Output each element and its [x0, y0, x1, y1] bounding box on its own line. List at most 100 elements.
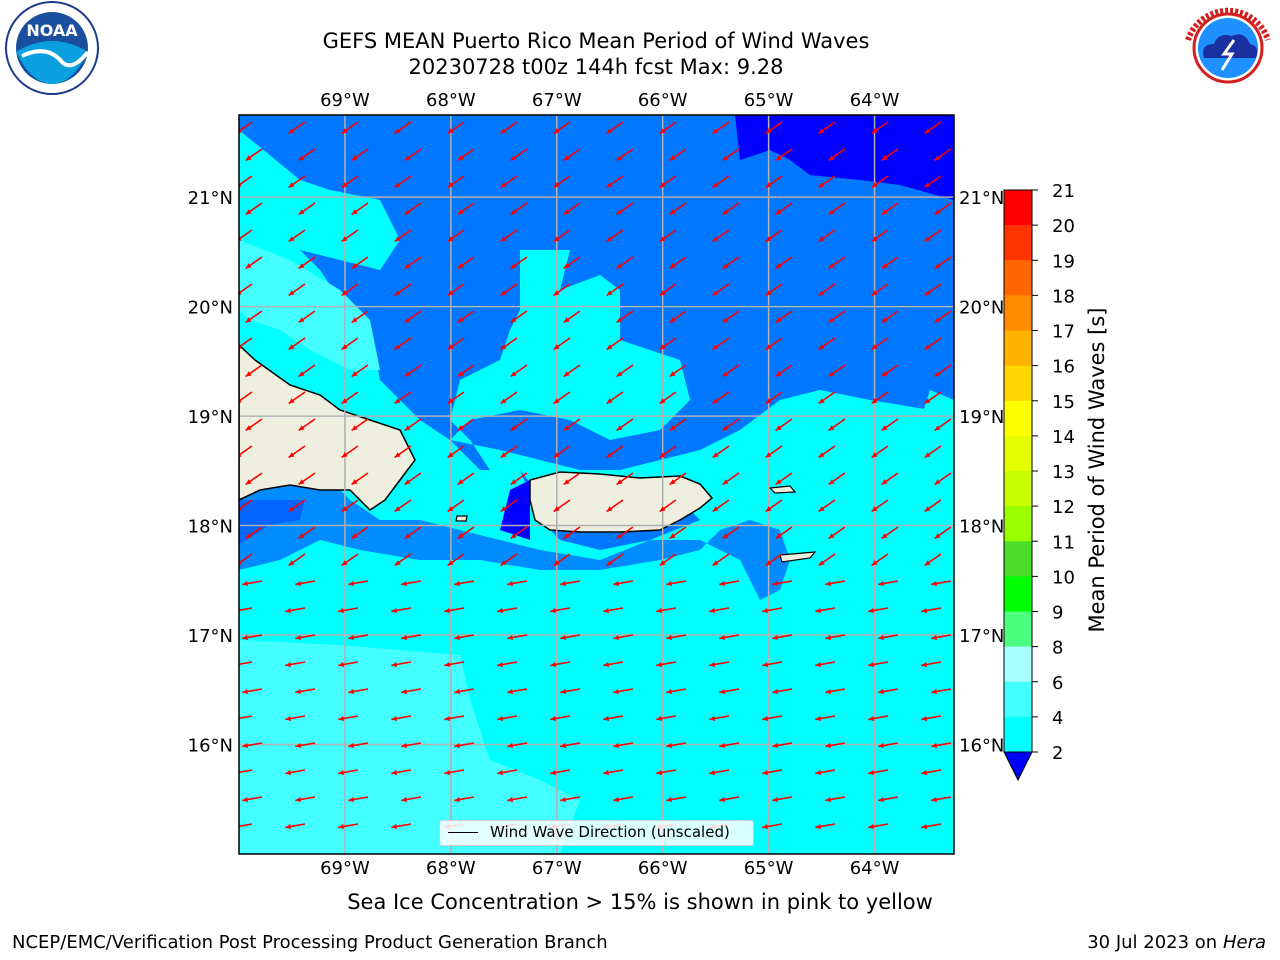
- wind-arrow-head: [295, 635, 302, 641]
- wind-arrow-head: [348, 581, 355, 587]
- lon-tick-bottom: 64°W: [850, 858, 900, 879]
- wind-arrow-head: [288, 398, 295, 404]
- wind-arrow-head: [712, 128, 719, 134]
- wind-arrow-head: [878, 581, 885, 587]
- wind-arrow-head: [341, 560, 348, 566]
- colorbar-tick-label: 17: [1052, 322, 1075, 343]
- wind-arrow-head: [878, 797, 885, 803]
- wind-arrow-head: [669, 371, 676, 377]
- wind-arrow-head: [232, 608, 238, 613]
- wind-arrow-head: [298, 317, 305, 323]
- wind-arrow: [239, 499, 253, 511]
- wind-arrow-head: [712, 182, 719, 188]
- wind-arrow-head: [871, 398, 878, 404]
- wind-arrow-head: [616, 209, 623, 215]
- wind-arrow-head: [762, 662, 769, 668]
- ocean-under2s-ne: [735, 115, 954, 200]
- wind-arrow-head: [924, 398, 931, 404]
- colorbar-segment: [1004, 471, 1032, 507]
- legend-label: Wind Wave Direction (unscaled): [490, 823, 730, 841]
- wind-arrow-head: [500, 290, 507, 296]
- wind-arrow-head: [553, 452, 560, 458]
- wind-arrow-head: [931, 581, 938, 587]
- footer-host: Hera: [1222, 932, 1266, 953]
- wind-arrow-head: [500, 452, 507, 458]
- hispaniola-land: [239, 343, 416, 511]
- wind-arrow-head: [404, 425, 411, 431]
- wind-arrow-head: [934, 317, 941, 323]
- colorbar-tick-label: 16: [1052, 357, 1075, 378]
- wind-arrow-head: [659, 452, 666, 458]
- wind-arrow: [239, 337, 253, 349]
- wind-arrow-head: [447, 344, 454, 350]
- colorbar-segment: [1004, 260, 1032, 296]
- wind-arrow-head: [298, 479, 305, 485]
- wind-arrow-head: [719, 743, 726, 749]
- wind-arrow-head: [603, 770, 610, 776]
- wind-arrow-head: [351, 155, 358, 161]
- lon-tick-top: 66°W: [638, 90, 688, 111]
- wind-arrow-head: [553, 506, 560, 512]
- wind-arrow-head: [341, 128, 348, 134]
- wind-arrow-head: [394, 506, 401, 512]
- wind-arrow-head: [295, 689, 302, 695]
- wind-arrow-head: [401, 689, 408, 695]
- lon-tick-bottom: 65°W: [744, 858, 794, 879]
- wind-arrow-head: [295, 743, 302, 749]
- wind-arrow-head: [550, 770, 557, 776]
- wind-arrow-head: [401, 581, 408, 587]
- wind-arrow-head: [404, 317, 411, 323]
- wind-arrow-head: [659, 506, 666, 512]
- wind-arrow-head: [232, 716, 238, 721]
- wind-arrow-head: [553, 128, 560, 134]
- wind-arrow-head: [394, 236, 401, 242]
- colorbar-segment: [1004, 541, 1032, 577]
- wind-arrow-head: [828, 317, 835, 323]
- wind-arrow-head: [881, 479, 888, 485]
- wind-arrow: [239, 391, 253, 403]
- wind-arrow-head: [924, 290, 931, 296]
- wind-arrow-head: [871, 560, 878, 566]
- wind-arrow-head: [457, 155, 464, 161]
- legend-line-swatch: [448, 832, 478, 833]
- lon-tick-bottom: 66°W: [638, 858, 688, 879]
- wind-arrow-head: [603, 608, 610, 614]
- wind-arrow-head: [394, 452, 401, 458]
- wind-arrow-head: [659, 182, 666, 188]
- wind-arrow-head: [401, 635, 408, 641]
- wind-arrow-head: [606, 182, 613, 188]
- wind-arrow-head: [497, 770, 504, 776]
- wind-arrow-head: [550, 608, 557, 614]
- wind-arrow-head: [709, 662, 716, 668]
- wind-arrow-head: [341, 452, 348, 458]
- wind-arrow-head: [722, 479, 729, 485]
- virgin-islands-land: [768, 485, 797, 494]
- lat-ticks-right: 21°N 20°N 19°N 18°N 17°N 16°N: [959, 188, 1004, 756]
- wind-arrow-head: [447, 398, 454, 404]
- colorbar-segment: [1004, 330, 1032, 367]
- wind-arrow-head: [563, 479, 570, 485]
- wind-arrow-head: [348, 797, 355, 803]
- wind-arrow-head: [447, 290, 454, 296]
- colorbar-segment: [1004, 681, 1032, 718]
- footer-date: 30 Jul 2023 on Hera: [1087, 932, 1266, 953]
- wind-arrow-head: [295, 797, 302, 803]
- wind-arrow-head: [934, 263, 941, 269]
- wind-arrow-head: [298, 425, 305, 431]
- wind-arrow-head: [775, 263, 782, 269]
- wind-arrow-head: [338, 662, 345, 668]
- wind-arrow-head: [563, 425, 570, 431]
- wind-arrow-head: [712, 236, 719, 242]
- wind-arrow-head: [298, 533, 305, 539]
- wind-arrow-head: [391, 662, 398, 668]
- wind-arrow-head: [656, 608, 663, 614]
- wind-arrow-head: [560, 635, 567, 641]
- wind-arrow-head: [722, 317, 729, 323]
- wind-arrow-head: [616, 533, 623, 539]
- wind-arrow-head: [815, 662, 822, 668]
- wind-arrow-head: [454, 689, 461, 695]
- colorbar-tick-label: 15: [1052, 392, 1075, 413]
- wind-arrow: [239, 553, 253, 565]
- wind-arrow-head: [765, 398, 772, 404]
- wind-arrow-head: [447, 182, 454, 188]
